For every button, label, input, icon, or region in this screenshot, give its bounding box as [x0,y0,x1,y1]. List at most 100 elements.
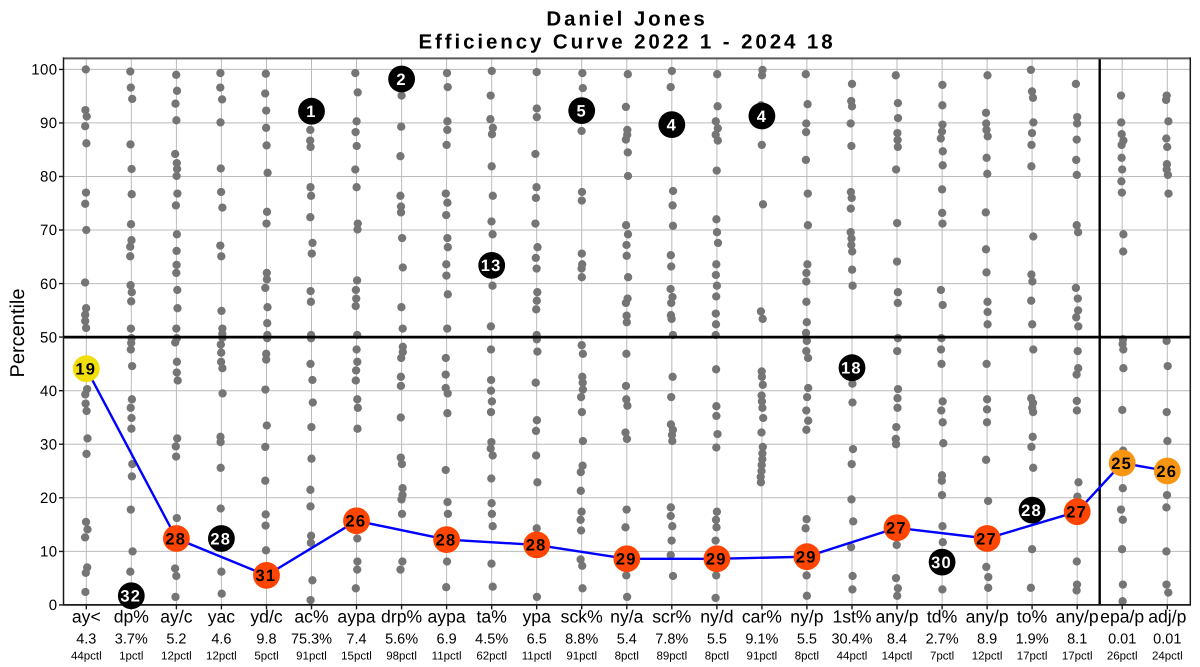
svg-text:any/p: any/p [875,607,918,627]
svg-text:60: 60 [40,276,58,293]
svg-text:8pctl: 8pctl [795,651,819,663]
svg-text:31: 31 [256,567,277,585]
svg-text:30.4%: 30.4% [831,632,872,648]
svg-text:4.5%: 4.5% [475,632,508,648]
svg-text:yd/c: yd/c [250,607,282,627]
svg-text:26: 26 [346,513,367,531]
svg-text:5.5: 5.5 [797,632,817,648]
svg-text:drp%: drp% [381,607,422,627]
svg-text:10: 10 [40,544,58,561]
svg-text:1st%: 1st% [832,607,871,627]
svg-text:75.3%: 75.3% [291,632,332,648]
svg-text:27: 27 [976,530,997,548]
svg-text:8pctl: 8pctl [705,651,729,663]
svg-text:90: 90 [40,115,58,132]
svg-text:8.9: 8.9 [977,632,997,648]
svg-text:7.4: 7.4 [346,632,366,648]
svg-text:2.7%: 2.7% [926,632,959,648]
svg-text:11pctl: 11pctl [432,651,462,663]
svg-text:5.4: 5.4 [617,632,637,648]
svg-text:2: 2 [396,71,406,89]
svg-text:29: 29 [706,551,727,569]
svg-text:15pctl: 15pctl [341,651,372,663]
svg-text:ay<: ay< [72,607,101,627]
svg-text:26: 26 [1156,463,1177,481]
svg-text:car%: car% [742,607,782,627]
svg-text:Efficiency Curve 2022 1 - 2024: Efficiency Curve 2022 1 - 2024 18 [418,31,835,54]
svg-text:91pctl: 91pctl [566,651,597,663]
svg-text:ny/d: ny/d [700,607,733,627]
svg-text:1: 1 [306,103,316,121]
svg-text:40: 40 [40,383,58,400]
svg-text:28: 28 [165,530,186,548]
svg-text:ypa: ypa [523,607,552,627]
svg-text:td%: td% [927,607,958,627]
svg-text:any/p: any/p [1056,607,1099,627]
svg-text:4: 4 [757,108,767,126]
svg-text:9.8: 9.8 [256,632,276,648]
svg-text:80: 80 [40,169,58,186]
svg-text:5.2: 5.2 [166,632,186,648]
svg-text:12pctl: 12pctl [972,651,1003,663]
svg-text:any/p: any/p [966,607,1009,627]
svg-text:50: 50 [40,329,58,346]
svg-text:Daniel Jones: Daniel Jones [546,8,707,31]
svg-text:8.8%: 8.8% [565,632,598,648]
svg-text:epa/p: epa/p [1100,607,1144,627]
svg-text:98pctl: 98pctl [386,651,417,663]
svg-text:17pctl: 17pctl [1017,651,1048,663]
svg-text:62pctl: 62pctl [476,651,507,663]
svg-text:sck%: sck% [561,607,603,627]
svg-text:89pctl: 89pctl [656,651,687,663]
svg-text:70: 70 [40,222,58,239]
svg-text:8pctl: 8pctl [615,651,639,663]
svg-text:100: 100 [31,62,57,79]
svg-text:14pctl: 14pctl [882,651,913,663]
svg-text:29: 29 [616,551,637,569]
svg-text:scr%: scr% [652,607,691,627]
svg-text:1pctl: 1pctl [119,651,143,663]
svg-text:12pctl: 12pctl [161,651,192,663]
svg-text:7pctl: 7pctl [930,651,954,663]
svg-text:Percentile: Percentile [7,289,29,378]
svg-text:17pctl: 17pctl [1062,651,1093,663]
svg-text:44pctl: 44pctl [837,651,868,663]
svg-text:aypa: aypa [428,607,466,627]
svg-text:4.3: 4.3 [76,632,96,648]
svg-text:7.8%: 7.8% [655,632,688,648]
svg-text:30: 30 [931,554,952,572]
svg-text:20: 20 [40,490,58,507]
svg-text:27: 27 [886,520,907,538]
svg-text:to%: to% [1017,607,1048,627]
svg-text:28: 28 [436,531,457,549]
svg-text:4.6: 4.6 [211,632,231,648]
svg-text:6.5: 6.5 [527,632,547,648]
svg-text:12pctl: 12pctl [206,651,237,663]
svg-text:44pctl: 44pctl [71,651,102,663]
svg-text:29: 29 [796,549,817,567]
svg-text:24pctl: 24pctl [1152,651,1183,663]
svg-text:28: 28 [1021,502,1042,520]
svg-text:ny/a: ny/a [610,607,643,627]
svg-text:30: 30 [40,436,58,453]
svg-text:13: 13 [481,257,502,275]
svg-text:adj/p: adj/p [1148,607,1186,627]
svg-text:5.6%: 5.6% [385,632,418,648]
svg-text:27: 27 [1066,504,1087,522]
svg-text:19: 19 [75,361,96,379]
svg-text:28: 28 [210,530,231,548]
svg-text:1.9%: 1.9% [1016,632,1049,648]
svg-text:yac: yac [208,607,236,627]
svg-text:9.1%: 9.1% [745,632,778,648]
svg-text:4: 4 [667,116,677,134]
svg-text:91pctl: 91pctl [747,651,778,663]
svg-text:8.1: 8.1 [1067,632,1087,648]
svg-text:8.4: 8.4 [887,632,907,648]
svg-text:28: 28 [526,537,547,555]
svg-text:91pctl: 91pctl [296,651,327,663]
svg-text:5pctl: 5pctl [254,651,278,663]
svg-text:3.7%: 3.7% [115,632,148,648]
svg-text:0.01: 0.01 [1153,632,1181,648]
svg-text:ay/c: ay/c [160,607,192,627]
svg-text:26pctl: 26pctl [1107,651,1138,663]
